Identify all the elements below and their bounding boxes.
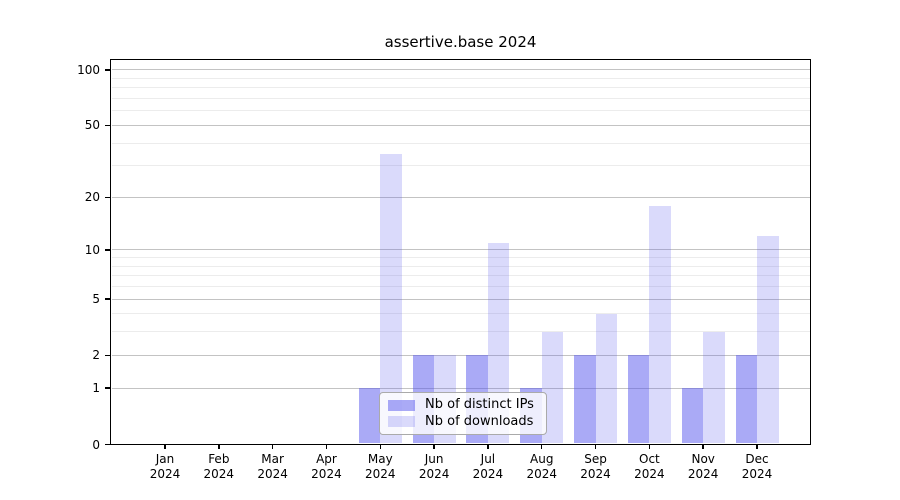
plot-area [110, 59, 811, 445]
gridline-major [111, 196, 810, 198]
gridline-minor [111, 110, 810, 112]
gridline-major [111, 124, 810, 126]
bar-downloads [595, 313, 618, 444]
x-tick-mark [164, 444, 166, 449]
y-tick-mark [104, 354, 110, 357]
x-tick-label: Dec 2024 [741, 452, 773, 481]
x-tick-mark [379, 444, 382, 449]
gridline-minor [111, 87, 810, 89]
x-tick-mark [702, 444, 704, 449]
x-tick-label: Apr 2024 [311, 452, 342, 481]
legend-label-downloads: Nb of downloads [425, 413, 534, 429]
chart-title: assertive.base 2024 [384, 33, 537, 51]
x-tick-label: Oct 2024 [634, 452, 665, 481]
gridline-minor [111, 257, 810, 259]
x-tick-mark [271, 444, 274, 449]
legend-item-downloads: Nb of downloads [388, 414, 538, 431]
y-tick-label: 1 [92, 381, 100, 396]
gridline-major [111, 249, 810, 251]
y-tick-label: 2 [92, 348, 100, 363]
bar-downloads [649, 205, 671, 444]
x-tick-label: May 2024 [364, 452, 396, 481]
x-tick-mark [594, 444, 597, 449]
bar-distinct-ips [358, 388, 381, 444]
y-tick-label: 10 [84, 242, 100, 257]
legend-label-distinct-ips: Nb of distinct IPs [425, 397, 534, 413]
bar-downloads [541, 331, 564, 444]
gridline-major [111, 387, 810, 389]
x-tick-label: Jun 2024 [418, 452, 450, 481]
y-tick-label: 100 [77, 62, 100, 77]
x-tick-mark [756, 444, 758, 449]
y-tick-mark [104, 124, 110, 127]
bar-downloads [703, 331, 725, 444]
legend-swatch-downloads [388, 416, 415, 428]
y-tick-label: 5 [92, 292, 100, 307]
legend-swatch-distinct-ips [388, 399, 415, 411]
y-tick-mark [104, 249, 110, 251]
y-tick-mark [104, 196, 110, 199]
y-tick-label: 20 [84, 190, 100, 205]
gridline-major [111, 69, 810, 71]
x-tick-label: Mar 2024 [257, 452, 288, 481]
bar-distinct-ips [574, 355, 596, 444]
gridline-minor [111, 331, 810, 333]
legend: Nb of distinct IPs Nb of downloads [379, 392, 547, 435]
bar-distinct-ips [735, 355, 758, 444]
y-tick-mark [104, 387, 110, 389]
x-tick-label: Jul 2024 [472, 452, 504, 481]
x-tick-label: Nov 2024 [687, 452, 719, 481]
x-tick-mark [433, 444, 435, 449]
bar-distinct-ips [627, 355, 650, 444]
gridline-minor [111, 165, 810, 167]
bar-distinct-ips [681, 388, 704, 444]
x-tick-label: Sep 2024 [580, 452, 611, 481]
bar-downloads [757, 236, 779, 444]
x-tick-label: Jan 2024 [149, 452, 181, 481]
gridline-minor [111, 142, 810, 144]
y-tick-label: 0 [92, 437, 100, 452]
gridline-minor [111, 265, 810, 267]
gridline-minor [111, 313, 810, 315]
gridline-major [111, 354, 810, 356]
x-tick-mark [540, 444, 543, 449]
gridline-minor [111, 77, 810, 79]
gridline-major [111, 298, 810, 300]
x-tick-label: Feb 2024 [203, 452, 235, 481]
y-tick-mark [104, 443, 110, 446]
gridline-minor [111, 275, 810, 277]
x-tick-mark [487, 444, 489, 449]
gridline-minor [111, 97, 810, 99]
x-tick-mark [325, 444, 328, 449]
x-tick-label: Aug 2024 [526, 452, 557, 481]
y-tick-mark [104, 69, 110, 71]
x-tick-mark [218, 444, 220, 449]
y-tick-mark [104, 298, 110, 300]
y-tick-label: 50 [84, 118, 100, 133]
gridline-minor [111, 286, 810, 288]
legend-item-distinct-ips: Nb of distinct IPs [388, 397, 538, 414]
x-tick-mark [648, 444, 651, 449]
bar-downloads [380, 153, 402, 444]
